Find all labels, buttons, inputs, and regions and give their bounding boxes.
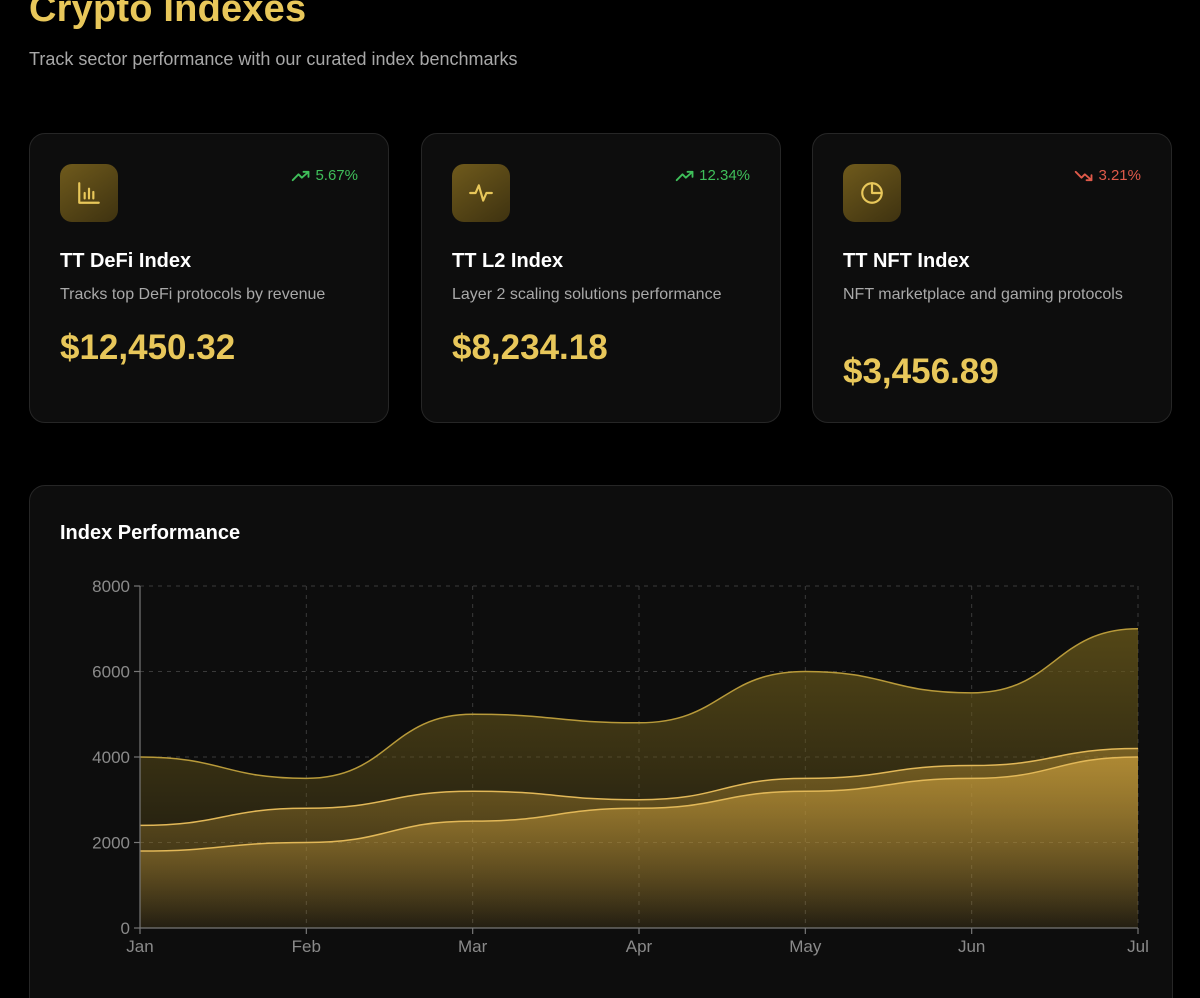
change-badge: 12.34%: [675, 167, 750, 185]
bar-chart-icon: [60, 164, 118, 222]
pie-chart-icon: [843, 164, 901, 222]
trending-down-icon: [1075, 170, 1093, 182]
card-description: NFT marketplace and gaming protocols: [843, 286, 1123, 303]
index-card-defi[interactable]: 5.67% TT DeFi Index Tracks top DeFi prot…: [29, 133, 389, 423]
trending-up-icon: [675, 170, 694, 182]
y-tick-label: 0: [121, 919, 130, 938]
card-name: TT NFT Index: [843, 250, 970, 272]
y-tick-label: 8000: [92, 577, 130, 596]
index-card-l2[interactable]: 12.34% TT L2 Index Layer 2 scaling solut…: [421, 133, 781, 423]
change-value: 5.67%: [315, 167, 358, 184]
trending-up-icon: [292, 170, 310, 182]
x-tick-label: Jan: [126, 937, 153, 956]
index-card-nft[interactable]: 3.21% TT NFT Index NFT marketplace and g…: [812, 133, 1172, 423]
x-tick-label: May: [789, 937, 822, 956]
series-line-3: [139, 756, 1139, 852]
y-tick-label: 4000: [92, 748, 130, 767]
x-tick-label: Jun: [958, 937, 985, 956]
change-badge: 3.21%: [1074, 167, 1141, 185]
card-value: $12,450.32: [60, 328, 236, 367]
page-subtitle: Track sector performance with our curate…: [29, 49, 518, 69]
card-name: TT L2 Index: [452, 250, 564, 272]
change-badge: 5.67%: [291, 167, 358, 185]
x-tick-label: Mar: [458, 937, 488, 956]
card-value: $3,456.89: [843, 352, 999, 391]
pulse-icon: [452, 164, 510, 222]
page-title: Crypto Indexes: [29, 0, 307, 30]
change-value: 12.34%: [699, 167, 750, 184]
index-performance-chart: 0 2000 4000 6000 8000 Jan Feb Mar Apr May Jun Jul: [92, 577, 1149, 956]
card-description: Layer 2 scaling solutions performance: [452, 286, 722, 303]
card-name: TT DeFi Index: [60, 250, 192, 272]
index-performance-card: Index Performance 0 2000 4000 6000 8000 Jan Fe…: [29, 485, 1173, 998]
x-tick-label: Apr: [626, 937, 653, 956]
y-tick-label: 2000: [92, 834, 130, 853]
series-line-2: [139, 747, 1139, 827]
card-description: Tracks top DeFi protocols by revenue: [60, 286, 326, 303]
x-tick-label: Feb: [292, 937, 321, 956]
y-tick-label: 6000: [92, 663, 130, 682]
series-line-1: [139, 628, 1139, 780]
chart-title: Index Performance: [60, 522, 241, 544]
x-tick-label: Jul: [1127, 937, 1149, 956]
change-value: 3.21%: [1098, 167, 1141, 184]
card-value: $8,234.18: [452, 328, 608, 367]
series-area-3: [140, 757, 1138, 928]
